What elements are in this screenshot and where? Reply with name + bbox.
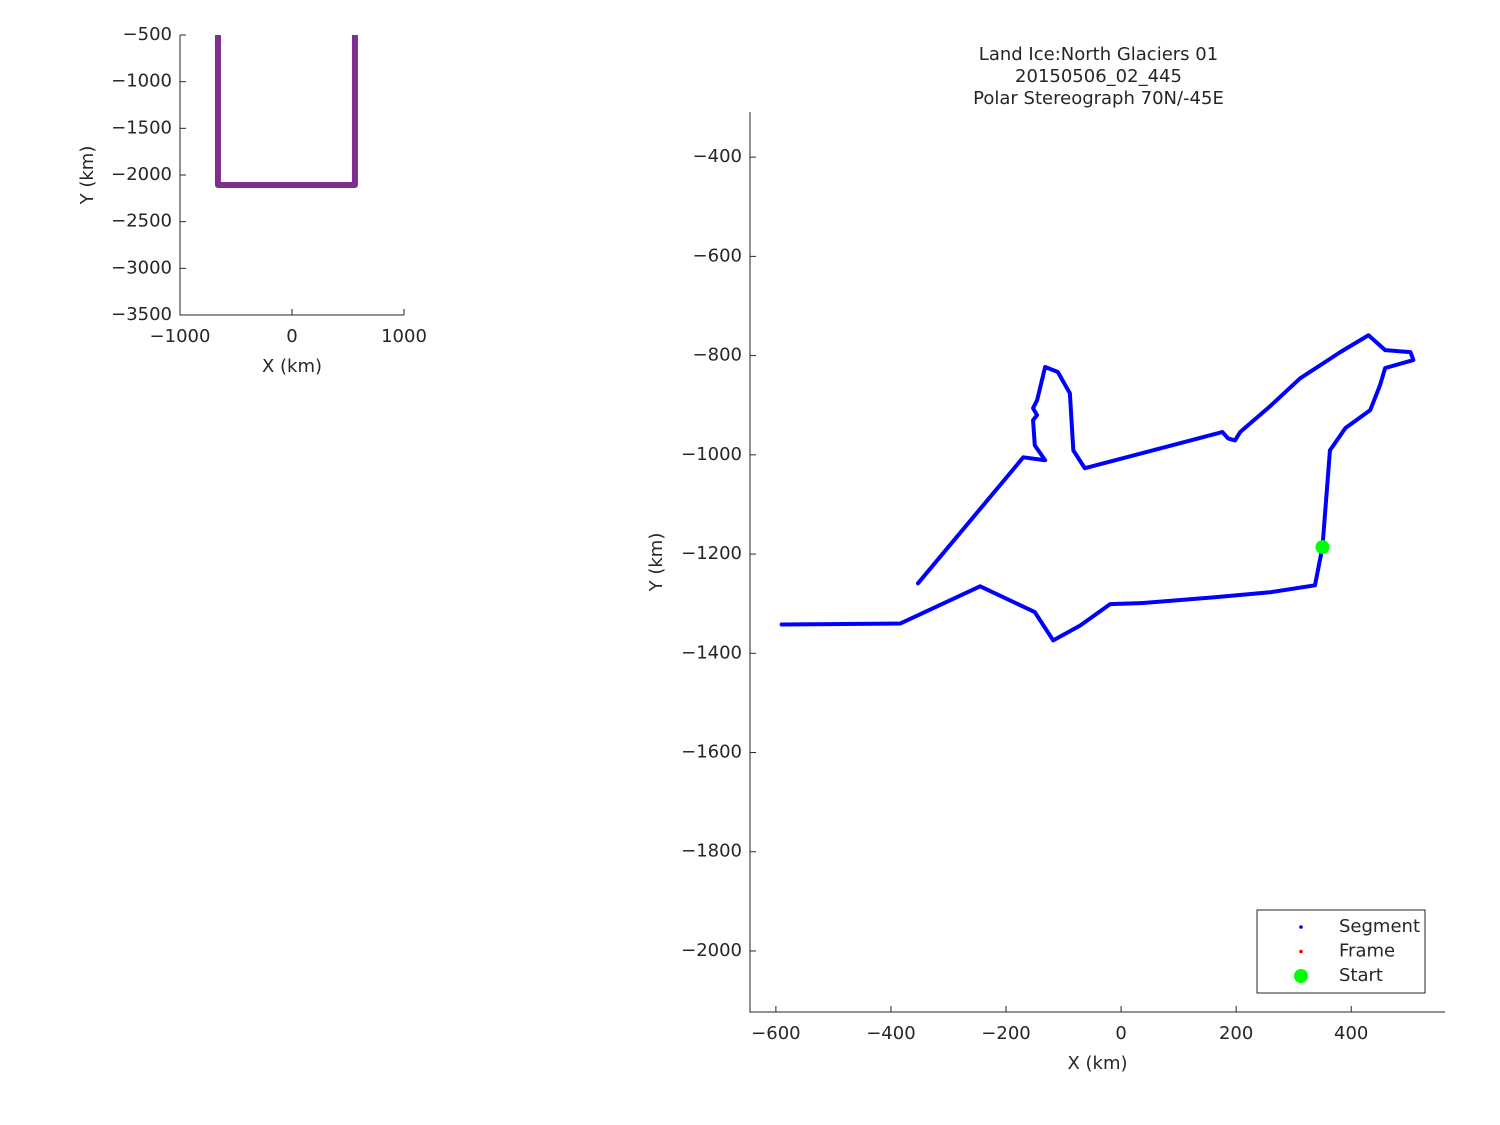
- y-tick-label: −1500: [111, 117, 172, 138]
- y-tick-label: −1000: [681, 444, 742, 465]
- x-axis-label: X (km): [262, 356, 322, 377]
- y-tick-label: −400: [693, 146, 742, 167]
- data-line: [779, 333, 1416, 643]
- chart-title: Polar Stereograph 70N/-45E: [973, 88, 1224, 109]
- axes-lines: [749, 112, 1445, 1013]
- y-tick-label: −1000: [111, 71, 172, 92]
- y-tick-label: −1400: [681, 642, 742, 663]
- y-axis-label: Y (km): [77, 146, 98, 206]
- y-tick-label: −1800: [681, 841, 742, 862]
- y-tick-label: −2000: [681, 940, 742, 961]
- x-axis-label: X (km): [1067, 1053, 1127, 1074]
- x-tick-label: −400: [866, 1023, 915, 1044]
- legend-marker: [1299, 925, 1303, 929]
- x-tick-label: 200: [1219, 1023, 1253, 1044]
- y-tick-label: −3000: [111, 257, 172, 278]
- axes-lines: [179, 35, 404, 316]
- data-line: [214, 35, 358, 188]
- y-tick-label: −2500: [111, 211, 172, 232]
- chart-title: Land Ice:North Glaciers 01: [979, 44, 1218, 65]
- legend-label: Segment: [1339, 916, 1420, 937]
- legend-box: [1256, 909, 1426, 994]
- y-tick-label: −600: [693, 245, 742, 266]
- chart-title: 20150506_02_445: [1015, 66, 1182, 87]
- x-tick-label: 1000: [381, 326, 427, 347]
- y-tick-label: −500: [123, 24, 172, 45]
- y-tick-label: −1600: [681, 742, 742, 763]
- x-tick-label: −1000: [150, 326, 211, 347]
- y-tick-label: −800: [693, 345, 742, 366]
- x-tick-label: −200: [981, 1023, 1030, 1044]
- y-tick-label: −2000: [111, 164, 172, 185]
- plot-area: [214, 35, 358, 188]
- legend-marker: [1294, 969, 1308, 983]
- legend-label: Frame: [1339, 941, 1395, 962]
- data-marker: [1315, 540, 1330, 555]
- x-tick-label: 0: [1115, 1023, 1126, 1044]
- legend-label: Start: [1339, 965, 1383, 986]
- x-tick-label: 0: [286, 326, 297, 347]
- y-tick-label: −3500: [111, 304, 172, 325]
- y-tick-label: −1200: [681, 543, 742, 564]
- x-tick-label: 400: [1334, 1023, 1368, 1044]
- plot-area: [779, 333, 1416, 643]
- y-axis-label: Y (km): [646, 533, 667, 593]
- x-tick-label: −600: [751, 1023, 800, 1044]
- legend-marker: [1299, 949, 1303, 954]
